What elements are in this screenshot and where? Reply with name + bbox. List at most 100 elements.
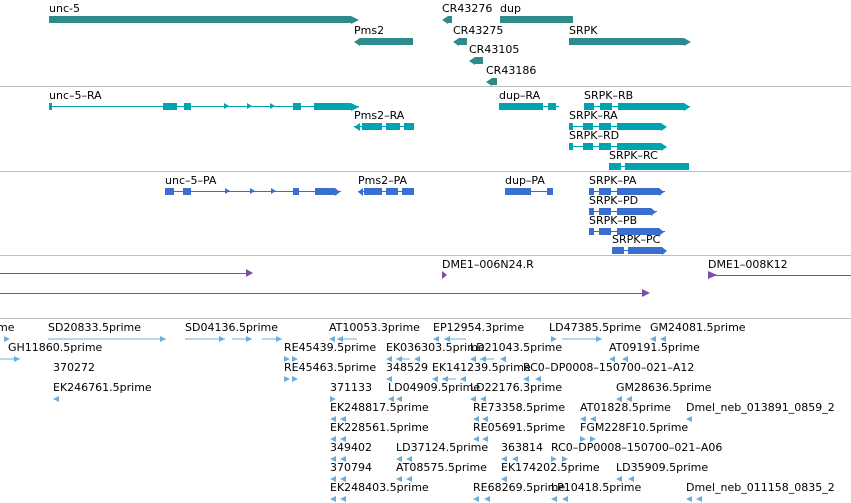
est-label[interactable]: EK141239.5prime xyxy=(432,361,531,374)
protein-label: SRPK–PD xyxy=(589,194,639,207)
est-arrow-icon xyxy=(276,336,282,342)
track-separator xyxy=(0,318,851,319)
transcript-unc-5-RA[interactable]: unc–5–RA xyxy=(49,89,361,111)
est-label[interactable]: GM28636.5prime xyxy=(616,381,712,394)
protein-unc-5-PA[interactable]: unc–5–PA xyxy=(165,174,343,196)
est-label[interactable]: RE68269.5prime xyxy=(473,481,566,494)
est-arrow-icon xyxy=(470,356,476,362)
est-label[interactable]: EK248403.5prime xyxy=(330,481,429,494)
strand-arrow-icon xyxy=(469,56,475,65)
est-label[interactable]: LD47385.5prime xyxy=(549,321,642,334)
est-label[interactable]: SD20833.5prime xyxy=(48,321,141,334)
transcript-SRPK-RD[interactable]: SRPK–RD xyxy=(569,129,669,151)
est-label[interactable]: RE73358.5prime xyxy=(473,401,566,414)
protein-label: SRPK–PC xyxy=(612,233,661,246)
est-label[interactable]: GM24081.5prime xyxy=(650,321,746,334)
protein-SRPK-PC[interactable]: SRPK–PC xyxy=(612,233,669,255)
est-label[interactable]: Dmel_neb_013891_0859_2 xyxy=(686,401,835,414)
exon xyxy=(184,103,191,110)
est-arrow-icon xyxy=(330,436,336,442)
est-label[interactable]: 371133 xyxy=(330,381,372,394)
clone-left-2[interactable] xyxy=(0,289,652,297)
est-label[interactable]: LD35909.5prime xyxy=(616,461,709,474)
est-arrow-icon xyxy=(686,416,692,422)
est-label[interactable]: RE05691.5prime xyxy=(473,421,566,434)
protein-SRPK-PA[interactable]: SRPK–PA xyxy=(589,174,669,196)
est-label[interactable]: 348529 xyxy=(386,361,428,374)
est-arrow-icon xyxy=(340,436,346,442)
clone-line xyxy=(714,275,851,276)
est-label[interactable]: AT09191.5prime xyxy=(609,341,700,354)
protein-SRPK-PB[interactable]: SRPK–PB xyxy=(589,214,669,236)
strand-arrow-icon xyxy=(661,142,667,151)
track-separator xyxy=(0,171,851,172)
est-label[interactable]: Dmel_neb_011158_0835_2 xyxy=(686,481,835,494)
clone-DME1-006N24.R[interactable]: DME1–006N24.R xyxy=(442,258,552,280)
est-label[interactable]: AT01828.5prime xyxy=(580,401,671,414)
exon xyxy=(569,123,573,130)
est-label[interactable]: EK246761.5prime xyxy=(53,381,152,394)
est-label[interactable]: 349402 xyxy=(330,441,372,454)
est-label[interactable]: EK036303.5prime xyxy=(386,341,485,354)
est-label[interactable]: LD04909.5prime xyxy=(388,381,481,394)
track-separator xyxy=(0,255,851,256)
est-arrow-icon xyxy=(388,396,394,402)
gene-SRPK[interactable]: SRPK xyxy=(569,24,692,46)
est-label[interactable]: EP12954.3prime xyxy=(433,321,525,334)
gene-CR43105[interactable]: CR43105 xyxy=(469,43,529,65)
est-arrow-icon xyxy=(590,436,596,442)
transcript-SRPK-RA[interactable]: SRPK–RA xyxy=(569,109,669,131)
est-label[interactable]: 370272 xyxy=(53,361,95,374)
est-label[interactable]: GH11860.5prime xyxy=(8,341,103,354)
est-label[interactable]: SD04136.5prime xyxy=(185,321,278,334)
strand-arrow-icon xyxy=(642,289,650,297)
clone-DME1-008K12[interactable]: DME1–008K12 xyxy=(708,258,851,280)
strand-arrow-icon xyxy=(442,271,447,279)
exon xyxy=(609,163,621,170)
est-label[interactable]: LP10418.5prime xyxy=(551,481,642,494)
est-arrow-icon xyxy=(696,496,702,502)
est-label[interactable]: EK174202.5prime xyxy=(501,461,600,474)
transcript-dup-RA[interactable]: dup–RA xyxy=(499,89,561,111)
protein-Pms2-PA[interactable]: Pms2–PA xyxy=(358,174,416,196)
est-label[interactable]: RC0–DP0008–150700–021–A06 xyxy=(551,441,723,454)
est-label[interactable]: ime xyxy=(0,321,15,334)
est-label[interactable]: LD22176.3prime xyxy=(470,381,563,394)
est-label[interactable]: 363814 xyxy=(501,441,543,454)
est-label[interactable]: RE45439.5prime xyxy=(284,341,377,354)
exon xyxy=(364,188,382,195)
transcript-SRPK-RC[interactable]: SRPK–RC xyxy=(609,149,694,171)
est-label[interactable]: FGM228F10.5prime xyxy=(580,421,689,434)
strand-arrow-icon xyxy=(684,37,691,46)
gene-CR43186[interactable]: CR43186 xyxy=(486,64,546,86)
clone-left-1[interactable] xyxy=(0,269,254,277)
gene-label: Pms2 xyxy=(354,24,385,37)
est-arrow-icon xyxy=(396,476,402,482)
gene-CR43275[interactable]: CR43275 xyxy=(453,24,513,46)
est-arrow-icon xyxy=(501,456,507,462)
gene-CR43276[interactable]: CR43276 xyxy=(442,2,502,24)
protein-SRPK-PD[interactable]: SRPK–PD xyxy=(589,194,661,216)
est-label[interactable]: AT10053.3prime xyxy=(329,321,420,334)
est-arrow-icon xyxy=(4,336,10,342)
est-label[interactable]: AT08575.5prime xyxy=(396,461,487,474)
transcript-SRPK-RB[interactable]: SRPK–RB xyxy=(584,89,694,111)
est-label[interactable]: LD37124.5prime xyxy=(396,441,489,454)
est-label[interactable]: RE45463.5prime xyxy=(284,361,377,374)
est-arrow-icon xyxy=(340,496,346,502)
est-label[interactable]: RC0–DP0008–150700–021–A12 xyxy=(523,361,695,374)
protein-dup-PA[interactable]: dup–PA xyxy=(505,174,557,196)
gene-Pms2[interactable]: Pms2 xyxy=(354,24,414,46)
exon xyxy=(569,143,573,150)
transcript-Pms2-RA[interactable]: Pms2–RA xyxy=(354,109,416,131)
est-label[interactable]: LD21043.5prime xyxy=(470,341,563,354)
exon xyxy=(583,123,593,130)
exon xyxy=(402,188,414,195)
gene-unc-5[interactable]: unc-5 xyxy=(49,2,359,24)
gene-dup[interactable]: dup xyxy=(500,2,575,24)
est-label[interactable]: EK228561.5prime xyxy=(330,421,429,434)
exon xyxy=(600,103,612,110)
est-label[interactable]: 370794 xyxy=(330,461,372,474)
est-label[interactable]: EK248817.5prime xyxy=(330,401,429,414)
